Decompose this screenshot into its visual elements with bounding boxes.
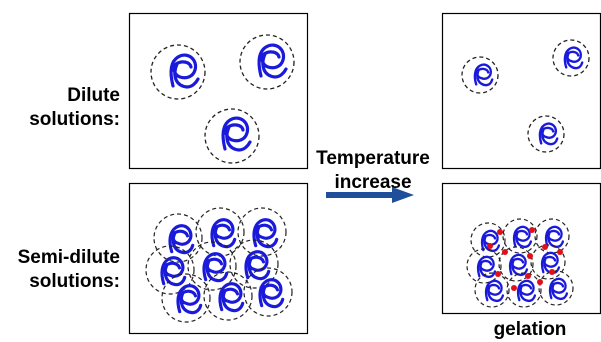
- polymer-coil-icon: [548, 277, 569, 301]
- crosslink-dot-icon: [502, 249, 508, 255]
- semidilute-after-coils: [466, 218, 574, 308]
- dilute-label-line1: Dilute: [67, 85, 120, 106]
- coil-boundary: [203, 271, 253, 321]
- crosslink-dot-icon: [542, 244, 548, 250]
- coil-boundary: [145, 245, 195, 295]
- coil-boundary: [530, 244, 566, 280]
- coil-boundary: [534, 218, 570, 254]
- coil-boundary: [466, 248, 502, 284]
- coil-boundary: [153, 213, 203, 263]
- semidilute-before-coils: [145, 207, 293, 323]
- polymer-coil-icon: [160, 256, 187, 287]
- polymer-coil-icon: [508, 253, 529, 277]
- crosslink-dot-icon: [497, 229, 503, 235]
- crosslink-dot-icon: [557, 249, 563, 255]
- dilute-after-coils: [461, 39, 590, 153]
- coil-boundary: [243, 267, 293, 317]
- gelation-label: gelation: [493, 319, 567, 340]
- polymer-coil-icon: [484, 279, 505, 303]
- coil-boundary: [470, 222, 506, 258]
- crosslink-dot-icon: [525, 273, 531, 279]
- crosslink-dot-icon: [495, 271, 501, 277]
- semidilute-label-line2: solutions:: [29, 271, 120, 292]
- coil-boundary: [502, 218, 538, 254]
- crosslink-dot-icon: [511, 285, 517, 291]
- coil-boundary: [498, 246, 534, 282]
- coil-boundary: [538, 270, 574, 306]
- polymer-coil-icon: [218, 282, 245, 313]
- temperature-label-line1: Temperature: [316, 148, 430, 169]
- coil-boundary: [474, 272, 510, 308]
- polymer-coil-icon: [258, 278, 285, 309]
- dilute-before-box: [128, 12, 309, 170]
- crosslink-dot-icon: [549, 269, 555, 275]
- coil-boundary: [161, 273, 211, 323]
- coil-boundary: [237, 207, 287, 257]
- coil-boundary: [195, 207, 245, 257]
- crosslink-dot-icon: [487, 243, 493, 249]
- polymer-coil-icon: [168, 224, 195, 255]
- crosslink-points: [487, 227, 563, 291]
- semidilute-label-line1: Semi-dilute: [17, 247, 120, 268]
- dilute-label-line2: solutions:: [29, 109, 120, 130]
- dilute-after-box: [441, 12, 601, 170]
- polymer-coil-icon: [176, 284, 203, 315]
- polymer-coil-icon: [244, 250, 271, 281]
- crosslink-dot-icon: [537, 279, 543, 285]
- crosslink-dot-icon: [529, 227, 535, 233]
- coil-boundary: [187, 241, 237, 291]
- dilute-before-coils: [150, 34, 295, 164]
- coil-boundary: [229, 239, 279, 289]
- right-arrow-icon: [326, 187, 414, 203]
- polymer-coil-icon: [202, 252, 229, 283]
- semidilute-before-box: [128, 182, 309, 335]
- polymer-coil-icon: [252, 218, 279, 249]
- polymer-coil-icon: [512, 225, 533, 249]
- crosslink-dot-icon: [527, 253, 533, 259]
- dilute-label: Dilute solutions:: [20, 84, 120, 132]
- polymer-coil-icon: [544, 225, 565, 249]
- semidilute-label: Semi-dilute solutions:: [0, 246, 120, 294]
- coil-boundary: [506, 272, 542, 308]
- polymer-coil-icon: [516, 279, 537, 303]
